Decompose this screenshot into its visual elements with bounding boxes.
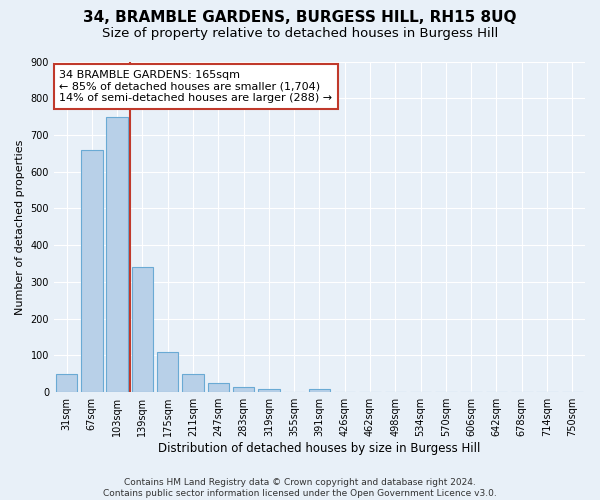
Text: 34 BRAMBLE GARDENS: 165sqm
← 85% of detached houses are smaller (1,704)
14% of s: 34 BRAMBLE GARDENS: 165sqm ← 85% of deta… (59, 70, 332, 103)
Bar (258, 388, 280, 392)
Text: 34, BRAMBLE GARDENS, BURGESS HILL, RH15 8UQ: 34, BRAMBLE GARDENS, BURGESS HILL, RH15 … (83, 10, 517, 25)
Bar (182, 374, 204, 392)
Text: Contains HM Land Registry data © Crown copyright and database right 2024.
Contai: Contains HM Land Registry data © Crown c… (103, 478, 497, 498)
Bar (157, 352, 178, 392)
Bar (208, 384, 229, 392)
Bar (309, 390, 330, 392)
Bar (106, 118, 128, 392)
X-axis label: Distribution of detached houses by size in Burgess Hill: Distribution of detached houses by size … (158, 442, 481, 455)
Bar (131, 268, 153, 392)
Bar (233, 387, 254, 392)
Bar (81, 150, 103, 392)
Text: Size of property relative to detached houses in Burgess Hill: Size of property relative to detached ho… (102, 28, 498, 40)
Y-axis label: Number of detached properties: Number of detached properties (15, 139, 25, 314)
Bar (56, 374, 77, 392)
